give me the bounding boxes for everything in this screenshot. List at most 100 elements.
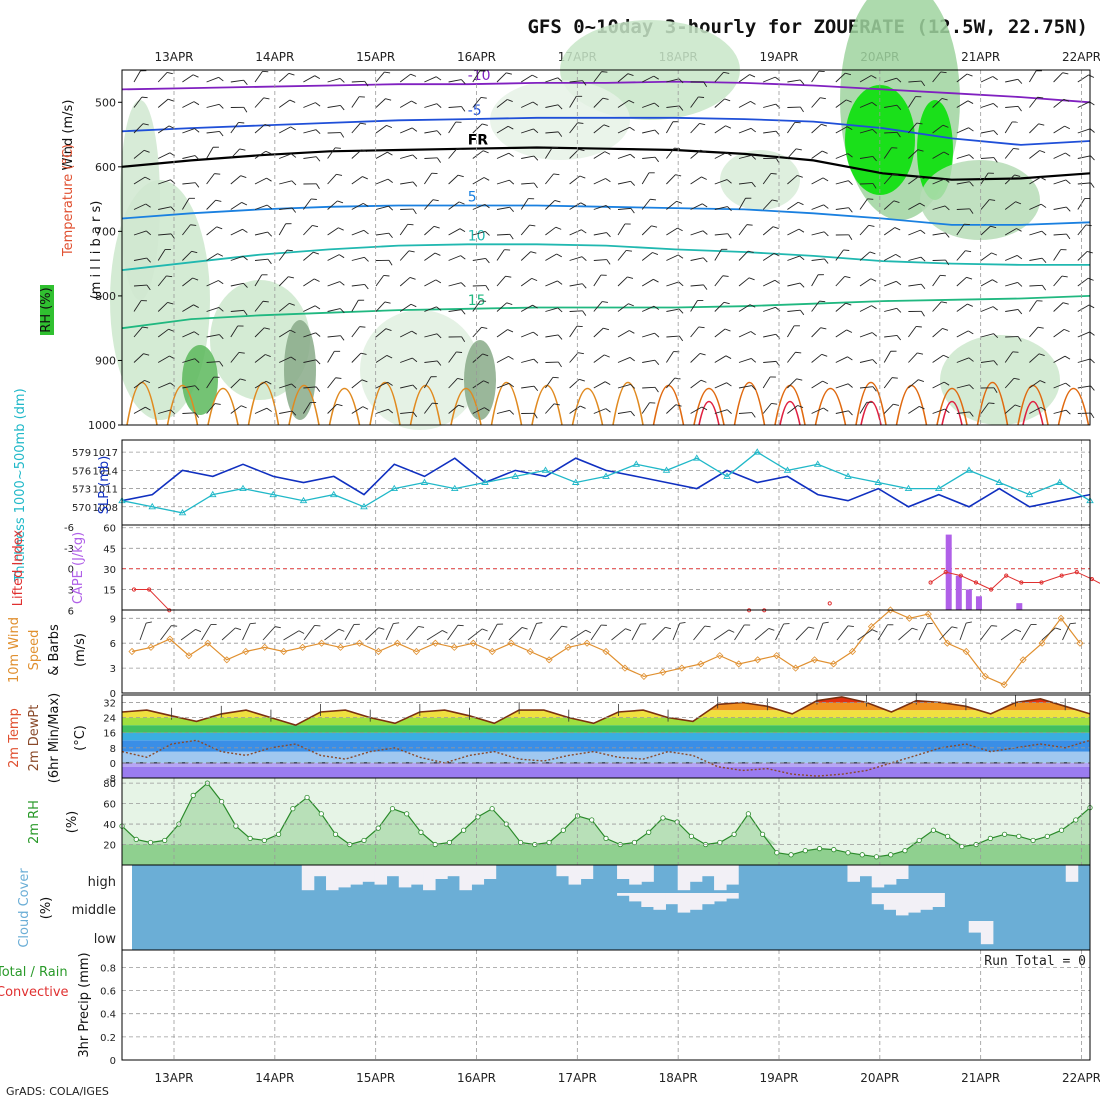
wind-barb-feather [339, 308, 345, 314]
wind-barb [400, 411, 417, 418]
wind-barb-feather [240, 378, 246, 381]
wind-barb [908, 406, 925, 414]
wind-barb-shaft [351, 406, 364, 414]
wind-barb [182, 74, 199, 83]
rh-point [489, 806, 495, 812]
wind-barb-shaft [1053, 72, 1063, 83]
wind-barb [182, 304, 199, 312]
wind-barb-shaft [400, 357, 413, 363]
wind-barb [859, 102, 877, 108]
wind-barb-shaft [859, 332, 873, 338]
wind-barb-shaft [520, 251, 532, 261]
wind-barb [956, 181, 974, 187]
wind-barb-feather [241, 202, 248, 206]
wind-barb [898, 627, 918, 641]
wind-barb [496, 382, 515, 389]
y-tick-label: 573 [72, 485, 91, 496]
wind10m-line [131, 609, 1081, 686]
wind-barb [835, 99, 852, 108]
wind-barb [593, 259, 611, 265]
wind-barb-shaft [1077, 385, 1091, 389]
wind-barb-feather [262, 300, 269, 303]
wind-barb [206, 307, 224, 312]
y-axis-label: Wind (m/s) [61, 100, 76, 171]
wind-barb [714, 98, 731, 108]
wind-barb [254, 258, 272, 265]
wind-barb-feather [783, 623, 790, 625]
wind-barb [133, 149, 150, 159]
wind-barb-feather [145, 406, 151, 411]
wind-barb-shaft [877, 624, 888, 641]
wind-barb [617, 411, 635, 417]
wind-barb-shaft [424, 306, 437, 312]
wind-barb [666, 78, 684, 84]
wind-barb [327, 105, 345, 111]
wind-barb [472, 380, 490, 389]
wind-barb [133, 123, 149, 134]
wind-barb-feather [436, 306, 442, 311]
isotherm-line [1022, 400, 1044, 426]
wind-barb [351, 326, 366, 338]
wind-barb-feather [866, 401, 873, 403]
wind-barb-feather [407, 223, 414, 226]
wind-barb [908, 149, 924, 159]
wind-barb [529, 622, 543, 641]
wind-barb [1005, 336, 1022, 342]
wind-barb [400, 154, 418, 160]
wind-barb-shaft [496, 382, 510, 389]
wind-barb [617, 73, 634, 83]
wind-barb-feather [726, 152, 732, 157]
wind-barb-shaft [611, 628, 626, 641]
wind-barb [496, 409, 515, 415]
wind-barb-shaft [375, 124, 387, 134]
wind-barb [811, 123, 827, 134]
wind-barb-feather [579, 378, 585, 382]
wind-barb-shaft [1005, 105, 1019, 108]
wind-barb-shaft [230, 405, 242, 414]
wind-barb-feather [412, 384, 418, 390]
wind-barb [472, 230, 490, 236]
wind-barb-feather [773, 226, 779, 229]
wind-barb-shaft [918, 623, 928, 641]
y-axis-label: & Barbs [47, 624, 62, 676]
wind-barb-shaft [956, 303, 968, 312]
wind10m-point [962, 647, 970, 656]
wind-barb-shaft [303, 198, 312, 210]
wind-barb [690, 96, 705, 108]
wind-barb-shaft [182, 182, 196, 185]
wind-barb [283, 630, 305, 641]
wind-barb [521, 358, 539, 364]
wind-barb-shaft [133, 326, 143, 338]
wind-barb [448, 378, 464, 389]
isotherm-line [855, 381, 887, 426]
wind-barb-feather [192, 277, 199, 281]
wind-barb [303, 251, 320, 261]
wind-barb-feather [195, 412, 200, 418]
wind-barb-feather [288, 72, 295, 76]
lifted-index-point [1074, 570, 1079, 575]
wind-barb-shaft [593, 124, 605, 134]
wind-barb-shaft [617, 276, 628, 287]
wind-barb-shaft [182, 74, 194, 83]
wind-barb-shaft [472, 407, 485, 414]
wind-barb [254, 124, 271, 134]
wind-barb-shaft [835, 329, 847, 338]
wind-barb-feather [943, 354, 949, 359]
isotherm-line [490, 381, 523, 426]
wind-barb-shaft [1053, 233, 1067, 236]
wind-barb-shaft [1077, 182, 1091, 185]
wind-barb [908, 283, 926, 290]
wind-barb [351, 256, 369, 262]
wind-barb-feather [823, 231, 829, 237]
y-tick-label: 0 [110, 1056, 116, 1067]
wind-barb [738, 224, 753, 236]
wind-barb-shaft [180, 629, 196, 641]
wind-barb-feather [628, 303, 634, 307]
wind-barb-shaft [811, 380, 823, 389]
wind-barb-shaft [472, 123, 483, 134]
wind-barb [520, 224, 536, 236]
wind-barb-feather [335, 377, 342, 379]
wind-barb [690, 284, 708, 290]
cape-bar [975, 596, 982, 610]
wind-barb-shaft [545, 147, 553, 159]
